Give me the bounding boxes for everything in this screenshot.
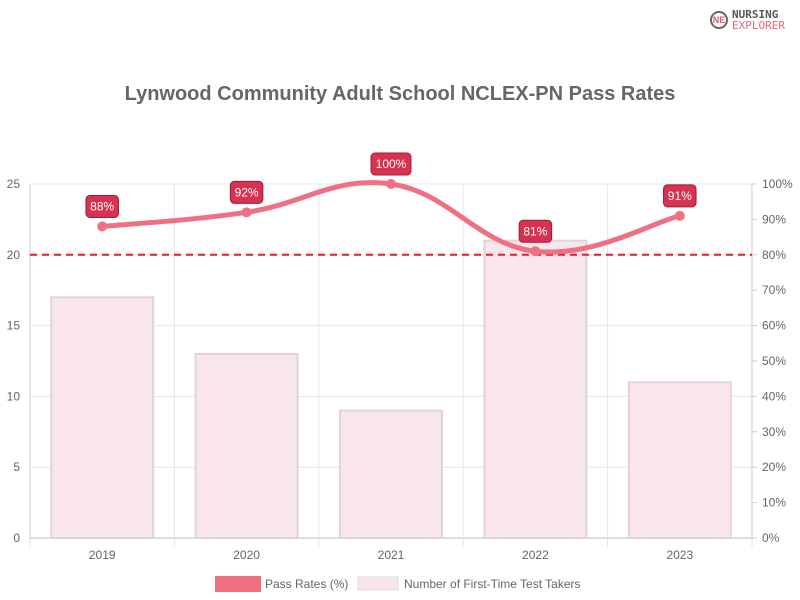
left-tick-label: 25 [7,177,21,191]
right-tick-label: 20% [762,460,786,474]
right-tick-label: 50% [762,354,786,368]
data-label-box [85,194,119,218]
data-label-box [370,152,412,176]
left-tick-label: 5 [13,460,20,474]
right-tick-label: 70% [762,283,786,297]
bar [194,352,299,540]
left-tick-label: 20 [7,248,21,262]
x-tick-label: 2020 [233,548,260,562]
pass-rate-point [674,210,685,221]
data-label: 92% [235,185,259,199]
data-label-box [229,180,264,204]
right-tick-label: 30% [762,425,786,439]
pass-rate-line [101,180,681,255]
bar [483,239,588,539]
bar [339,409,443,539]
legend-swatch-test-takers [357,576,399,591]
logo-mark: NE [712,15,726,25]
x-tick-label: 2019 [89,548,116,562]
data-label: 100% [376,157,407,171]
right-tick-label: 90% [762,212,786,226]
left-tick-label: 0 [13,531,20,545]
data-label-box [518,219,553,243]
x-tick-label: 2023 [666,548,693,562]
bar [627,381,732,539]
x-tick-label: 2022 [522,548,549,562]
left-tick-label: 10 [7,389,21,403]
right-tick-label: 10% [762,496,786,510]
data-label: 91% [668,189,692,203]
pass-rate-point [241,207,252,218]
x-tick-label: 2021 [378,548,405,562]
legend-label-pass-rates: Pass Rates (%) [265,577,348,591]
pass-rate-point [386,179,396,189]
right-tick-label: 0% [762,531,780,545]
logo: NE NURSING EXPLORER [710,9,785,31]
data-label-box [663,184,697,208]
left-tick-label: 15 [7,319,21,333]
data-label: 88% [90,199,114,213]
legend-swatch-pass-rates [215,576,261,592]
logo-line2: EXPLORER [732,19,785,32]
right-tick-label: 100% [762,177,793,191]
right-tick-label: 40% [762,389,786,403]
bar [50,296,155,539]
data-label: 81% [523,224,547,238]
chart-title: Lynwood Community Adult School NCLEX-PN … [125,83,676,105]
pass-rate-point [97,221,108,232]
logo-icon: NE [710,11,728,29]
logo-line1: NURSING [732,8,779,21]
right-tick-label: 80% [762,248,786,262]
right-tick-label: 60% [762,319,786,333]
pass-rate-point [530,246,541,257]
legend-label-test-takers: Number of First-Time Test Takers [404,577,580,591]
